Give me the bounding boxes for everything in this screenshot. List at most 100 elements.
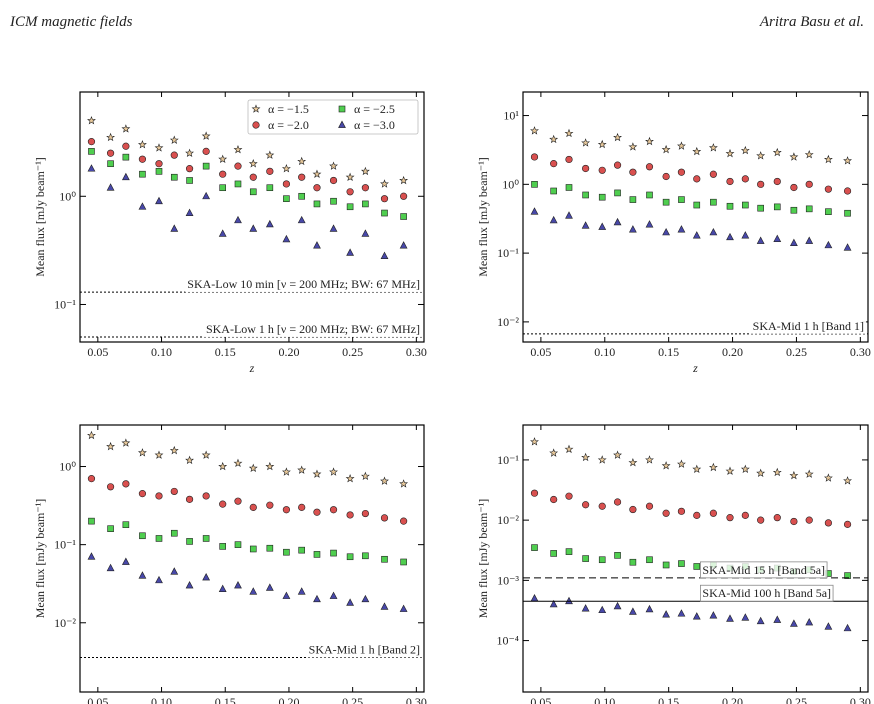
point — [725, 148, 735, 158]
point — [725, 466, 735, 475]
point — [789, 470, 799, 480]
point — [677, 225, 686, 233]
x-tick-label: 0.25 — [342, 345, 363, 359]
y-axis-label: Mean flux [mJy beam⁻¹] — [476, 157, 490, 277]
point — [757, 180, 765, 188]
point — [122, 521, 130, 529]
point — [170, 173, 178, 181]
point — [313, 184, 321, 192]
point — [185, 581, 194, 589]
point — [330, 197, 337, 205]
point — [661, 461, 671, 470]
point — [282, 591, 291, 599]
point — [169, 135, 179, 144]
point — [629, 196, 637, 203]
point — [530, 489, 539, 497]
point — [598, 166, 606, 174]
point — [824, 519, 832, 527]
y-axis-label: Mean flux [mJy beam⁻¹] — [476, 499, 490, 619]
point — [693, 563, 701, 570]
threshold-label: SKA-Mid 15 h [Band 5a] — [702, 563, 825, 577]
x-tick-label: 0.05 — [530, 695, 551, 704]
point — [804, 469, 814, 478]
point — [249, 173, 257, 181]
point — [297, 587, 306, 595]
point — [693, 201, 701, 209]
point — [218, 584, 227, 592]
point — [598, 502, 606, 510]
point — [155, 492, 163, 500]
threshold-label-bg — [700, 561, 828, 579]
point — [345, 473, 355, 483]
point — [400, 558, 407, 566]
point — [107, 160, 114, 168]
point — [772, 147, 782, 157]
y-tick-label: 10⁻¹ — [497, 453, 519, 467]
point — [790, 517, 798, 526]
point — [693, 175, 701, 183]
point — [709, 227, 718, 236]
y-tick-label: 10⁻¹ — [54, 538, 76, 552]
running-authors: Aritra Basu et al. — [759, 14, 864, 30]
point — [581, 138, 591, 147]
legend-marker — [251, 104, 261, 113]
point — [362, 200, 369, 208]
point — [87, 115, 96, 125]
point — [170, 224, 179, 232]
point — [662, 227, 671, 236]
point — [613, 132, 622, 142]
point — [87, 430, 96, 440]
point — [282, 506, 291, 514]
point — [598, 193, 606, 201]
point — [380, 251, 389, 259]
point — [400, 213, 407, 220]
point — [202, 535, 210, 542]
point — [234, 215, 242, 224]
point — [677, 609, 686, 617]
panel: 0.050.100.150.200.250.3010⁻²10⁻¹10⁰zMean… — [33, 424, 427, 704]
point — [693, 511, 701, 519]
y-tick-label: 10⁻² — [497, 315, 519, 329]
point — [399, 241, 408, 249]
panel: 0.05 0.10 0.15 0.20 0.25 0.30 10⁻⁴ 10⁻³ 10⁻² 10⁻¹… — [476, 424, 871, 704]
x-tick-label: 0.20 — [722, 695, 743, 704]
point — [202, 162, 210, 170]
point — [362, 552, 369, 560]
point — [219, 170, 227, 178]
point — [234, 581, 242, 589]
point — [138, 571, 147, 579]
point — [202, 191, 211, 200]
x-tick-label: 0.30 — [850, 695, 871, 704]
point — [282, 234, 291, 243]
point — [360, 166, 370, 176]
point — [581, 452, 591, 462]
x-tick-label: 0.10 — [151, 345, 172, 359]
point — [154, 143, 164, 152]
x-tick-label: 0.15 — [658, 345, 679, 359]
x-tick-label: 0.15 — [215, 695, 236, 704]
point — [249, 587, 258, 595]
point — [361, 184, 369, 192]
y-tick-label: 10⁻² — [54, 616, 76, 630]
point — [613, 217, 622, 226]
point — [549, 599, 558, 608]
point — [614, 552, 621, 559]
point — [186, 538, 193, 545]
point — [598, 556, 606, 564]
point — [380, 602, 389, 610]
point — [154, 450, 164, 459]
point — [550, 550, 557, 557]
point — [399, 604, 408, 612]
y-tick-label: 10⁰ — [502, 177, 519, 191]
x-tick-label: 0.15 — [658, 695, 679, 704]
point — [598, 222, 607, 230]
point — [844, 572, 851, 579]
point — [399, 479, 409, 488]
point — [565, 184, 573, 191]
legend-label: α = −2.0 — [268, 118, 309, 132]
point — [662, 561, 670, 569]
point — [185, 455, 194, 465]
point — [581, 221, 590, 229]
point — [565, 596, 573, 605]
point — [805, 516, 813, 524]
